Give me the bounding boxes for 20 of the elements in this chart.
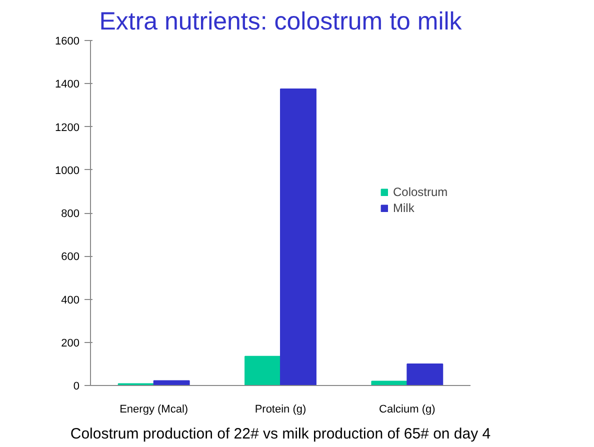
y-tick-label: 200: [61, 337, 80, 350]
y-tick-label: 1000: [55, 164, 80, 177]
bar: [280, 88, 316, 386]
y-tick-label: 0: [73, 380, 80, 392]
y-tick-label: 800: [61, 208, 80, 220]
y-tick-label: 1400: [55, 78, 80, 91]
y-tick-label: 600: [61, 251, 80, 264]
x-tick-label: Calcium (g): [379, 404, 436, 416]
bar: [244, 356, 281, 386]
legend-label: Milk: [393, 201, 414, 215]
x-tick-label: Energy (Mcal): [120, 404, 188, 416]
text: Colostrum production of 22# vs milk production of 65# on day 4: [70, 426, 491, 442]
y-tick-label: 400: [61, 294, 80, 306]
bar: [371, 380, 408, 386]
bar: [406, 363, 444, 386]
legend-label: Colostrum: [393, 185, 448, 199]
y-tick-label: 1200: [55, 122, 80, 134]
x-tick-label: Protein (g): [254, 404, 306, 416]
chart-title: Extra nutrients: colostrum to milk: [99, 8, 462, 36]
y-tick-label: 1600: [55, 36, 80, 48]
